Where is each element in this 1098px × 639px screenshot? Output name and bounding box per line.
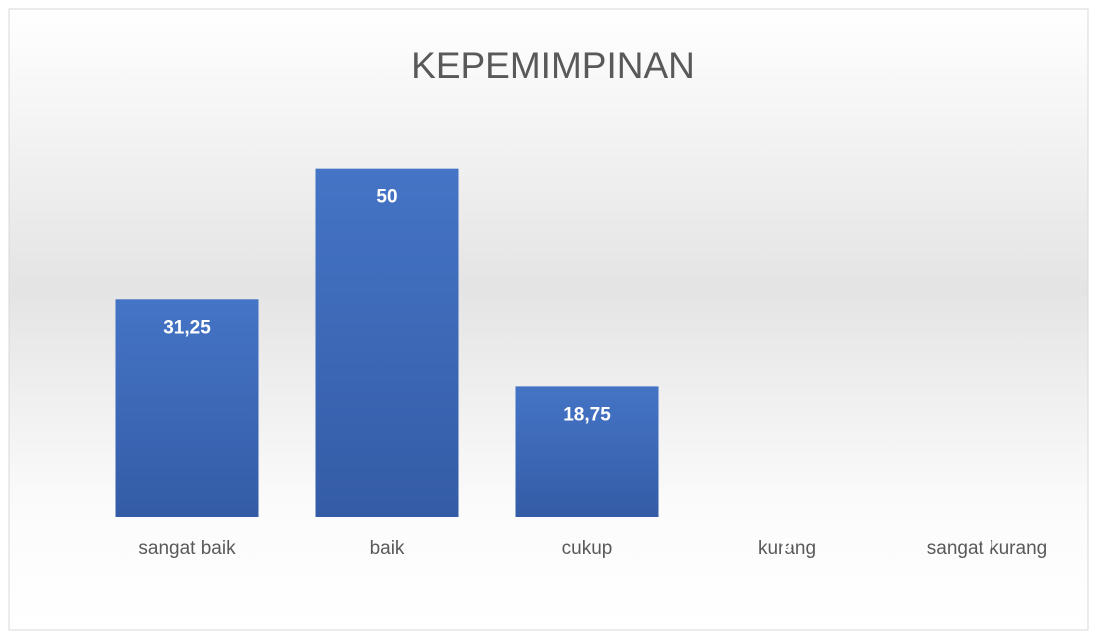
x-tick-label: baik <box>370 538 405 559</box>
x-tick-label: kurang <box>758 538 816 559</box>
bar <box>115 299 259 517</box>
chart-title: KEPEMIMPINAN <box>411 45 695 86</box>
x-tick-label: cukup <box>562 538 613 559</box>
bar <box>315 168 459 517</box>
data-label: 50 <box>376 187 397 208</box>
data-label: 18,75 <box>563 404 611 425</box>
data-label: 0 <box>982 535 993 556</box>
x-tick-label: sangat baik <box>138 538 236 559</box>
bar <box>515 386 659 517</box>
data-label: 0 <box>782 535 793 556</box>
data-label: 31,25 <box>163 317 211 338</box>
x-tick-label: sangat kurang <box>927 538 1047 559</box>
